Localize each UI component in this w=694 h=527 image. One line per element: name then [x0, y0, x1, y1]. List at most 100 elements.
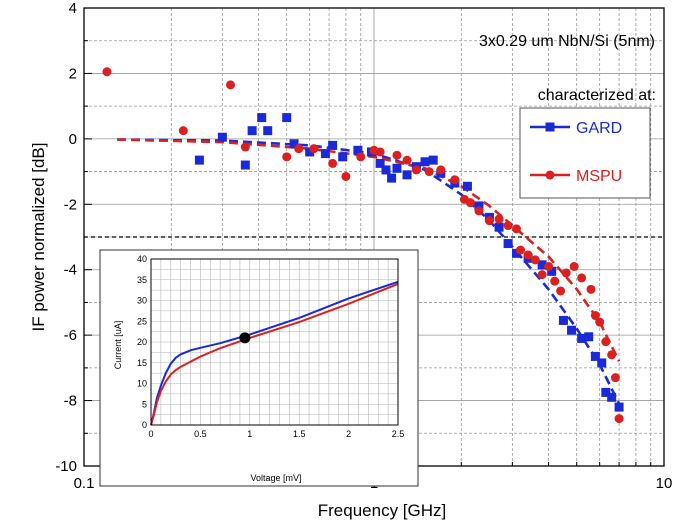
data-point-gard — [584, 332, 594, 342]
inset-y-tick-label: 40 — [137, 254, 147, 264]
data-point-mspu — [614, 414, 624, 424]
data-point-mspu — [294, 144, 304, 154]
legend-box — [519, 107, 651, 199]
series-mspu — [102, 67, 624, 424]
y-tick-label: -10 — [55, 458, 77, 475]
data-point-gard — [247, 126, 257, 136]
inset-y-tick-label: 20 — [137, 337, 147, 347]
data-point-gard — [474, 201, 484, 211]
data-point-mspu — [392, 150, 402, 160]
legend-label-mspu: MSPU — [576, 168, 622, 185]
data-point-mspu — [550, 276, 560, 286]
y-tick-label: 4 — [69, 0, 77, 17]
chart-title: 3x0.29 um NbN/Si (5nm) — [479, 33, 655, 50]
inset-y-tick-label: 10 — [137, 379, 147, 389]
data-point-gard — [375, 158, 385, 168]
data-point-mspu — [577, 273, 587, 283]
inset-plot-frame — [150, 258, 399, 426]
data-point-gard — [537, 260, 547, 270]
legend-marker-gard — [545, 122, 555, 132]
data-point-gard — [381, 165, 391, 175]
data-point-gard — [597, 358, 607, 368]
inset-curves — [150, 280, 399, 426]
data-point-mspu — [494, 214, 504, 224]
data-point-gard — [428, 155, 438, 165]
data-point-mspu — [424, 167, 434, 177]
y-tick-label: 0 — [69, 131, 77, 148]
legend-label-gard: GARD — [576, 120, 622, 137]
data-point-mspu — [544, 261, 554, 271]
operating-point-marker — [239, 332, 251, 344]
x-axis-label: Frequency [GHz] — [318, 501, 447, 520]
data-point-mspu — [102, 67, 112, 77]
data-point-mspu — [484, 216, 494, 226]
data-point-gard — [567, 325, 577, 335]
data-point-mspu — [556, 286, 566, 296]
data-point-mspu — [240, 142, 250, 152]
data-point-mspu — [450, 175, 460, 185]
data-point-gard — [328, 140, 338, 150]
data-point-gard — [257, 113, 267, 123]
tick-labels: 0.1110420-2-4-6-8-10 — [55, 0, 672, 492]
data-point-gard — [217, 132, 227, 142]
inset-y-tick-label: 30 — [137, 296, 147, 306]
data-point-mspu — [590, 311, 600, 321]
y-axis-label: IF power normalized [dB] — [29, 143, 48, 332]
data-point-mspu — [569, 261, 579, 271]
data-point-gard — [305, 147, 315, 157]
data-point-gard — [601, 387, 611, 397]
data-point-mspu — [356, 152, 366, 162]
inset-y-tick-label: 15 — [137, 358, 147, 368]
data-point-gard — [511, 248, 521, 258]
data-point-mspu — [610, 373, 620, 383]
data-point-mspu — [341, 171, 351, 181]
data-point-mspu — [309, 144, 319, 154]
data-point-gard — [494, 222, 504, 232]
data-point-gard — [420, 157, 430, 167]
data-point-mspu — [537, 270, 547, 280]
data-point-mspu — [530, 255, 540, 265]
data-point-gard — [353, 145, 363, 155]
inset-y-axis-label: Current [uA] — [113, 321, 123, 370]
data-point-mspu — [225, 80, 235, 90]
legend-entry-mspu: MSPU — [530, 168, 622, 185]
data-point-mspu — [561, 268, 571, 278]
x-tick-label: 0.1 — [74, 475, 95, 492]
data-point-gard — [503, 239, 513, 249]
data-point-gard — [289, 139, 299, 149]
data-point-mspu — [282, 152, 292, 162]
inset-grid — [150, 258, 399, 426]
data-point-gard — [547, 266, 557, 276]
data-point-mspu — [178, 126, 188, 136]
data-point-gard — [462, 181, 472, 191]
data-point-gard — [402, 170, 412, 180]
inset-y-tick-label: 25 — [137, 316, 147, 326]
data-point-mspu — [523, 250, 533, 260]
data-point-gard — [263, 126, 273, 136]
data-point-mspu — [375, 147, 385, 157]
inset-background — [99, 249, 419, 487]
inset-x-tick-label: 1 — [247, 429, 252, 439]
legend-title: characterized at: — [538, 87, 656, 104]
data-point-mspu — [503, 221, 513, 231]
legend: characterized at: GARD MSPU — [519, 87, 656, 199]
data-point-mspu — [402, 155, 412, 165]
inset-tick-labels: 0 0.5 1 1.5 2 2.5 0 5 10 15 20 25 30 35 40 — [137, 254, 404, 439]
inset-x-tick-label: 2 — [346, 429, 351, 439]
inset-x-tick-label: 0.5 — [194, 429, 207, 439]
data-point-mspu — [595, 317, 605, 327]
data-point-gard — [338, 152, 348, 162]
inset-y-tick-label: 35 — [137, 275, 147, 285]
data-point-mspu — [511, 224, 521, 234]
data-point-gard — [194, 155, 204, 165]
data-points — [102, 67, 624, 424]
data-point-mspu — [607, 350, 617, 360]
y-tick-label: -2 — [64, 196, 77, 213]
inset-x-tick-label: 2.5 — [392, 429, 405, 439]
data-point-mspu — [411, 165, 421, 175]
inset-chart: 0 0.5 1 1.5 2 2.5 0 5 10 15 20 25 30 35 40 Voltage [mV… — [99, 249, 419, 487]
inset-x-tick-label: 0 — [148, 429, 153, 439]
inset-y-tick-label: 5 — [142, 399, 147, 409]
x-tick-label: 10 — [656, 475, 673, 492]
iv-curve-blue — [150, 280, 399, 426]
